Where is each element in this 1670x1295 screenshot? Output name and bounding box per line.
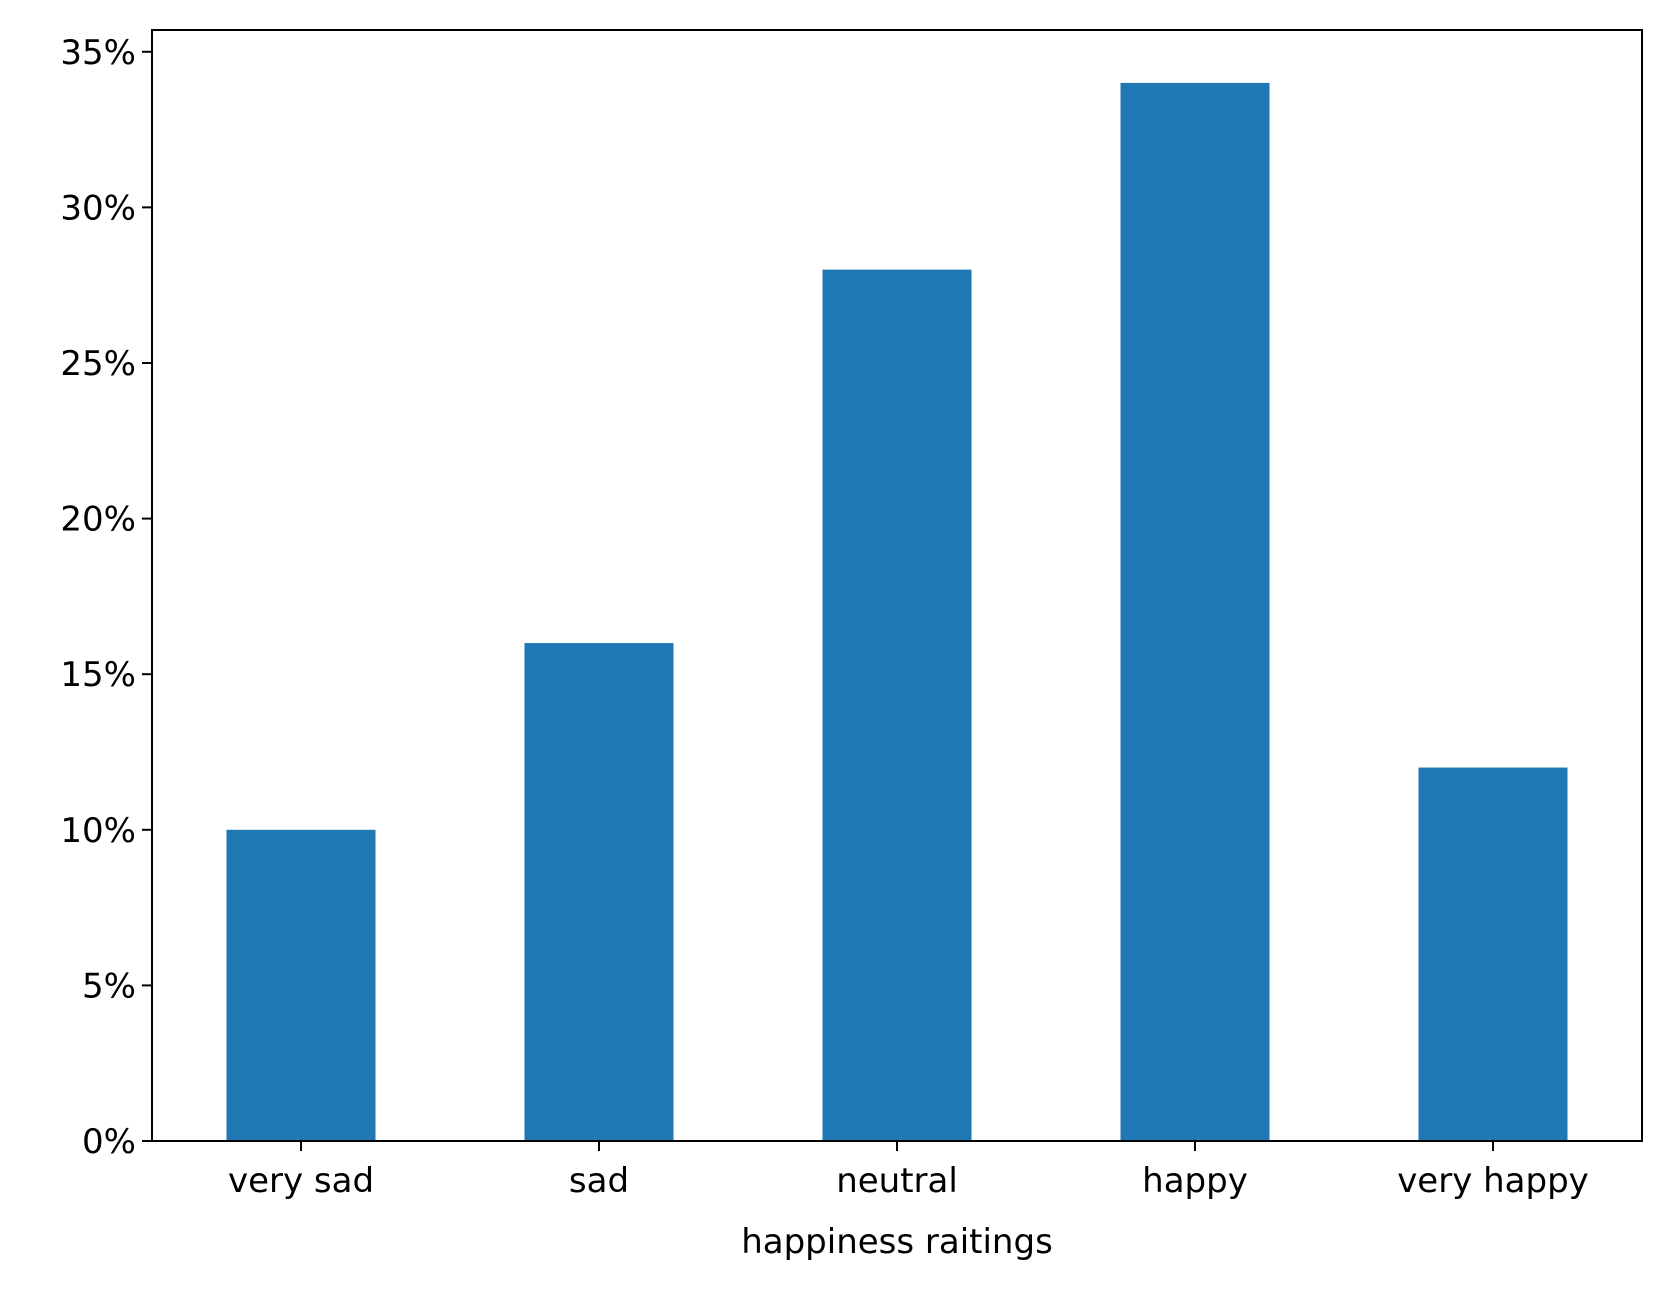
y-tick-label: 15% bbox=[60, 655, 136, 695]
x-tick-label: happy bbox=[1142, 1161, 1248, 1201]
y-tick-label: 10% bbox=[60, 811, 136, 851]
x-tick-label: very sad bbox=[228, 1161, 374, 1201]
y-tick-label: 25% bbox=[60, 344, 136, 384]
x-tick-label: neutral bbox=[836, 1161, 958, 1201]
y-tick-label: 5% bbox=[82, 966, 136, 1006]
plot-frame bbox=[151, 29, 1643, 1142]
y-tick-label: 0% bbox=[82, 1122, 136, 1162]
x-axis: very sad sad neutral happy very happy bbox=[228, 1141, 1589, 1201]
y-axis: 0% 5% 10% 15% 20% 25% 30% 35% bbox=[60, 33, 152, 1162]
y-tick-label: 35% bbox=[60, 33, 136, 73]
bar-very-happy bbox=[1418, 767, 1568, 1141]
x-tick-label: sad bbox=[569, 1161, 629, 1201]
bars-layer bbox=[226, 82, 1568, 1141]
bar-happy bbox=[1120, 82, 1270, 1141]
x-tick-label: very happy bbox=[1397, 1161, 1589, 1201]
y-tick-label: 30% bbox=[60, 188, 136, 228]
y-tick-label: 20% bbox=[60, 500, 136, 540]
x-axis-title: happiness raitings bbox=[741, 1222, 1053, 1262]
bar-very-sad bbox=[226, 829, 376, 1141]
bar-neutral bbox=[822, 269, 972, 1141]
bar-sad bbox=[524, 643, 674, 1141]
